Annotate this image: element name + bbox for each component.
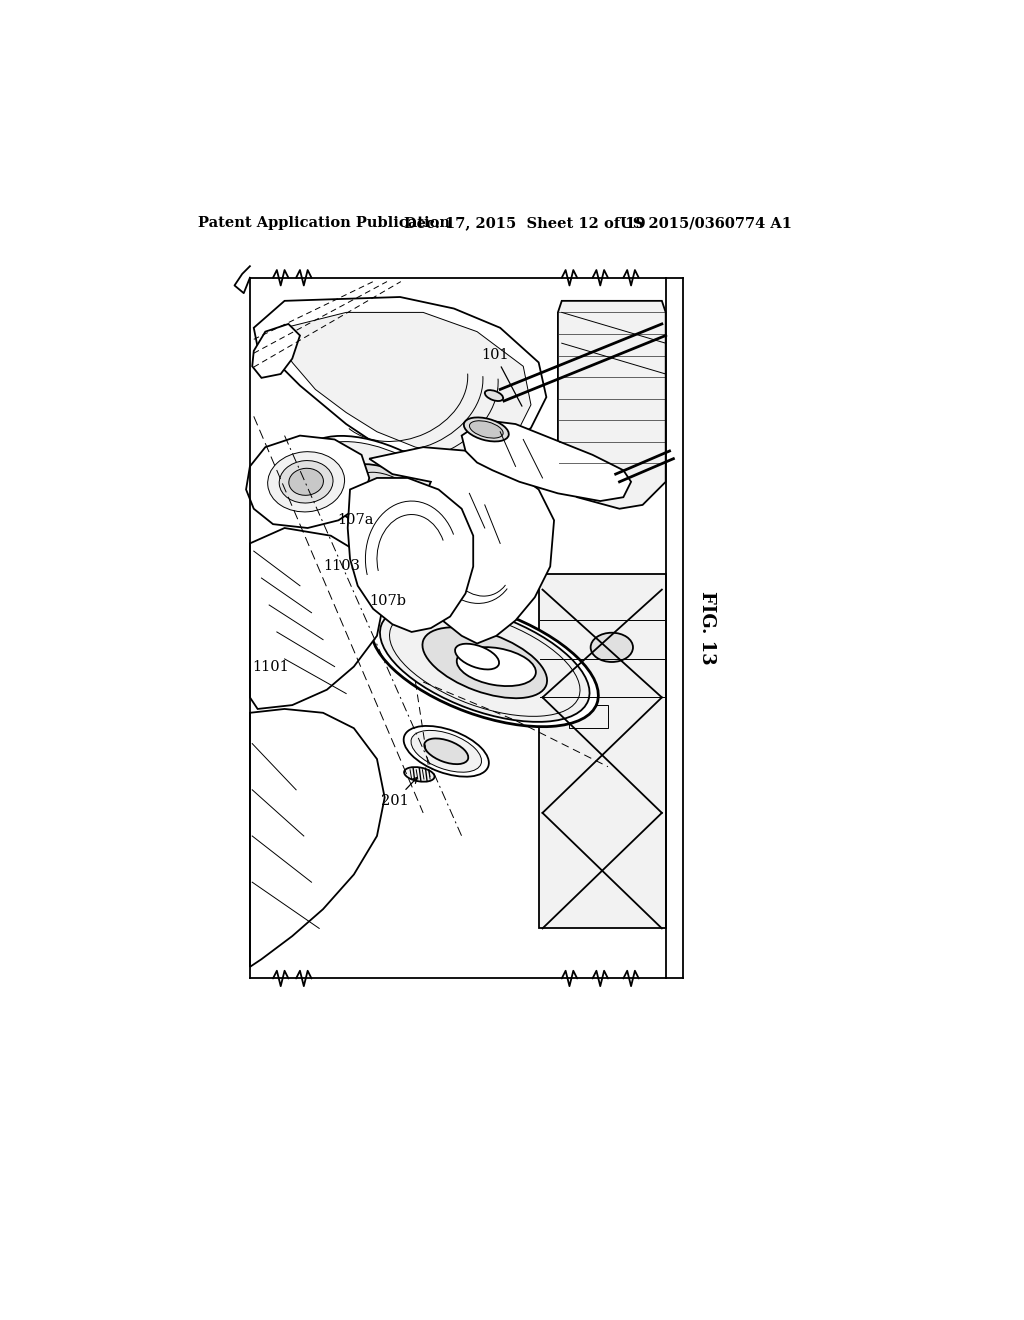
Ellipse shape [346,465,431,520]
Polygon shape [250,528,385,709]
Ellipse shape [424,738,468,764]
Polygon shape [250,709,385,966]
Text: Dec. 17, 2015  Sheet 12 of 19: Dec. 17, 2015 Sheet 12 of 19 [403,216,645,230]
Polygon shape [252,323,300,378]
Polygon shape [539,574,666,928]
Text: 107b: 107b [370,594,407,609]
Ellipse shape [386,500,395,506]
Ellipse shape [302,436,467,543]
Polygon shape [462,420,631,502]
Text: 1103: 1103 [323,560,360,573]
Ellipse shape [469,421,503,438]
Text: 107a: 107a [337,513,374,527]
Polygon shape [348,478,473,632]
Ellipse shape [380,603,590,722]
Text: 201: 201 [381,777,417,808]
Ellipse shape [484,391,503,401]
Text: Patent Application Publication: Patent Application Publication [199,216,451,230]
Ellipse shape [411,730,481,772]
Polygon shape [254,297,547,462]
Ellipse shape [280,461,333,503]
Ellipse shape [371,599,598,727]
Polygon shape [246,436,370,528]
Polygon shape [370,447,554,644]
Text: 1101: 1101 [252,660,289,673]
Ellipse shape [364,484,372,490]
Ellipse shape [366,495,374,500]
Ellipse shape [403,483,412,488]
Text: US 2015/0360774 A1: US 2015/0360774 A1 [620,216,792,230]
Ellipse shape [406,494,414,499]
Ellipse shape [404,767,434,781]
Ellipse shape [267,451,344,512]
Ellipse shape [591,632,633,663]
Polygon shape [558,301,666,508]
Polygon shape [281,313,531,455]
FancyBboxPatch shape [569,705,608,729]
Ellipse shape [457,647,536,686]
Text: 101: 101 [481,347,522,407]
Ellipse shape [382,478,391,484]
Ellipse shape [358,473,419,511]
Text: FIG. 13: FIG. 13 [697,591,716,665]
Ellipse shape [389,609,580,717]
Ellipse shape [455,644,499,669]
Ellipse shape [289,469,324,495]
Ellipse shape [311,442,459,537]
Ellipse shape [403,726,488,776]
Ellipse shape [464,417,509,441]
Ellipse shape [423,627,547,698]
